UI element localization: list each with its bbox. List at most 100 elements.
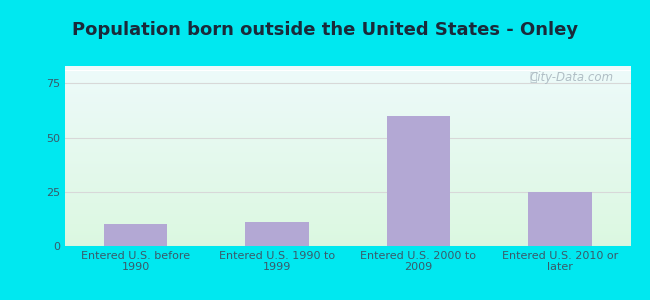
Bar bbox=[65, 105, 630, 106]
Bar bbox=[65, 117, 630, 118]
Bar bbox=[65, 91, 630, 92]
Bar bbox=[65, 215, 630, 216]
Bar bbox=[65, 188, 630, 189]
Bar bbox=[65, 169, 630, 170]
Bar bbox=[65, 169, 630, 170]
Bar bbox=[65, 216, 630, 217]
Bar bbox=[65, 222, 630, 223]
Bar bbox=[65, 164, 630, 165]
Bar bbox=[65, 212, 630, 213]
Bar bbox=[65, 94, 630, 95]
Bar bbox=[65, 101, 630, 102]
Bar bbox=[65, 145, 630, 146]
Bar bbox=[65, 100, 630, 101]
Bar bbox=[65, 130, 630, 131]
Bar bbox=[65, 161, 630, 162]
Bar bbox=[65, 186, 630, 187]
Bar bbox=[65, 82, 630, 83]
Bar bbox=[65, 209, 630, 210]
Bar bbox=[65, 221, 630, 222]
Bar bbox=[65, 239, 630, 240]
Bar bbox=[65, 93, 630, 94]
Bar bbox=[65, 170, 630, 171]
Bar bbox=[65, 156, 630, 157]
Bar bbox=[65, 120, 630, 121]
Bar bbox=[65, 128, 630, 129]
Bar bbox=[65, 149, 630, 150]
Bar bbox=[65, 241, 630, 242]
Bar bbox=[65, 168, 630, 169]
Bar bbox=[65, 104, 630, 105]
Bar bbox=[65, 106, 630, 107]
Bar bbox=[65, 67, 630, 68]
Bar bbox=[65, 76, 630, 77]
Bar bbox=[65, 136, 630, 137]
Bar bbox=[65, 152, 630, 153]
Bar bbox=[65, 79, 630, 80]
Bar bbox=[65, 200, 630, 201]
Bar bbox=[65, 218, 630, 219]
Bar bbox=[65, 166, 630, 167]
Bar bbox=[65, 213, 630, 214]
Bar bbox=[65, 87, 630, 88]
Bar bbox=[65, 134, 630, 135]
Bar bbox=[65, 123, 630, 124]
Bar bbox=[65, 80, 630, 81]
Bar bbox=[65, 135, 630, 136]
Bar bbox=[65, 154, 630, 155]
Bar bbox=[65, 108, 630, 109]
Bar bbox=[65, 176, 630, 177]
Bar bbox=[65, 198, 630, 199]
Bar bbox=[65, 98, 630, 99]
Bar bbox=[65, 155, 630, 156]
Bar bbox=[65, 211, 630, 212]
Bar bbox=[65, 227, 630, 228]
Bar bbox=[65, 142, 630, 143]
Bar bbox=[65, 197, 630, 198]
Bar bbox=[65, 185, 630, 186]
Bar bbox=[65, 224, 630, 225]
Bar bbox=[65, 184, 630, 185]
Bar bbox=[65, 118, 630, 119]
Bar bbox=[65, 78, 630, 79]
Bar bbox=[387, 116, 450, 246]
Bar bbox=[65, 121, 630, 122]
Bar bbox=[65, 144, 630, 145]
Bar bbox=[104, 224, 168, 246]
Bar bbox=[65, 201, 630, 202]
Bar bbox=[65, 122, 630, 123]
Bar bbox=[65, 85, 630, 86]
Bar bbox=[65, 137, 630, 138]
Bar bbox=[65, 113, 630, 114]
Bar bbox=[65, 171, 630, 172]
Bar bbox=[65, 147, 630, 148]
Bar bbox=[65, 139, 630, 140]
Bar bbox=[65, 140, 630, 141]
Bar bbox=[65, 228, 630, 229]
Bar bbox=[65, 157, 630, 158]
Bar bbox=[65, 116, 630, 117]
Bar bbox=[65, 69, 630, 70]
Bar bbox=[65, 127, 630, 128]
Bar bbox=[65, 189, 630, 190]
Bar bbox=[65, 114, 630, 115]
Bar bbox=[65, 115, 630, 116]
Bar bbox=[65, 90, 630, 91]
Bar bbox=[65, 99, 630, 100]
Bar bbox=[65, 172, 630, 173]
Bar bbox=[65, 190, 630, 191]
Bar bbox=[65, 203, 630, 204]
Bar bbox=[65, 138, 630, 139]
Bar bbox=[65, 195, 630, 196]
Bar bbox=[65, 181, 630, 182]
Bar bbox=[65, 133, 630, 134]
Bar bbox=[65, 219, 630, 220]
Bar bbox=[65, 153, 630, 154]
Bar bbox=[65, 110, 630, 111]
Bar bbox=[65, 126, 630, 127]
Bar bbox=[65, 103, 630, 104]
Bar bbox=[65, 182, 630, 183]
Bar bbox=[65, 71, 630, 72]
Bar bbox=[65, 180, 630, 181]
Bar bbox=[65, 83, 630, 84]
